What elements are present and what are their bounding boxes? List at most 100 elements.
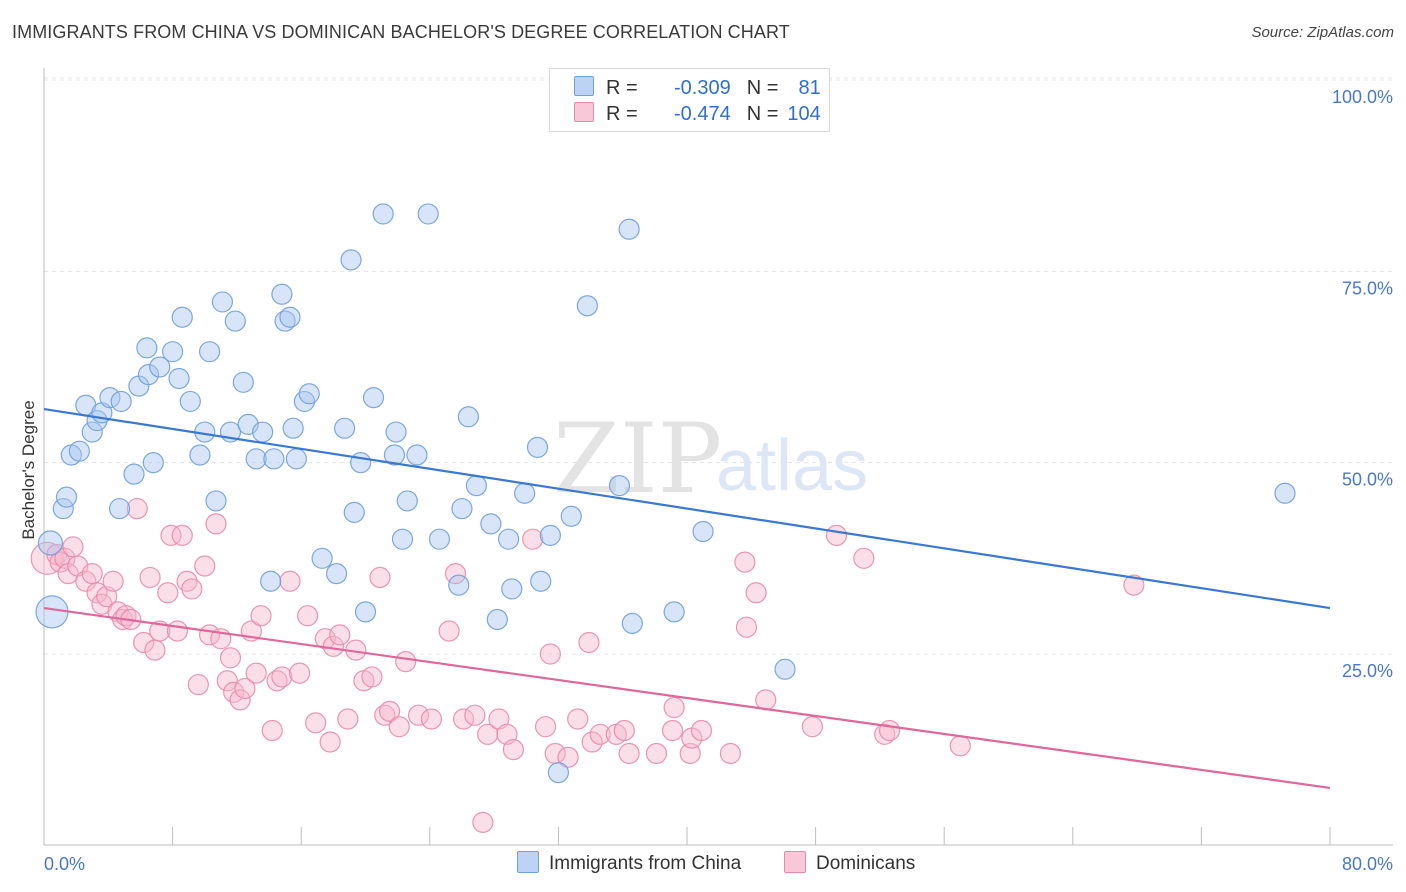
dominicans-point-23 bbox=[160, 524, 182, 546]
dominicans-point-77 bbox=[567, 708, 589, 730]
china-point-26 bbox=[205, 490, 227, 512]
china-point-46 bbox=[340, 249, 362, 271]
china-point-5 bbox=[68, 440, 90, 462]
china-point-44 bbox=[325, 563, 348, 585]
china-point-45 bbox=[334, 417, 356, 439]
dominicans-point-76 bbox=[557, 746, 579, 768]
dominicans-point-60 bbox=[395, 651, 417, 673]
dominicans-point-93 bbox=[745, 582, 767, 604]
gridlines bbox=[44, 77, 1393, 655]
china-point-13 bbox=[123, 463, 145, 485]
china-point-56 bbox=[406, 444, 428, 466]
dominicans-point-79 bbox=[581, 731, 603, 753]
dominicans-point-33 bbox=[216, 670, 238, 692]
china-point-39 bbox=[282, 417, 304, 439]
legend-row-dominicans: R = -0.474 N = 104 bbox=[574, 102, 821, 126]
china-point-57 bbox=[417, 203, 439, 225]
china-point-59 bbox=[448, 574, 470, 596]
dominicans-point-29 bbox=[194, 555, 216, 577]
dominicans-point-62 bbox=[420, 708, 443, 730]
dominicans-point-27 bbox=[181, 578, 203, 600]
dominicans-point-90 bbox=[719, 742, 742, 765]
y-axis-label: Bachelor's Degree bbox=[19, 400, 38, 539]
china-point-54 bbox=[391, 528, 414, 550]
bottom-legend-dominicans-swatch bbox=[784, 851, 806, 873]
china-trendline bbox=[43, 407, 1331, 610]
china-point-78 bbox=[692, 520, 714, 543]
dominicans-point-19 bbox=[139, 566, 161, 589]
dominicans-trendline bbox=[43, 606, 1331, 789]
legend-r-value-dominicans: -0.474 bbox=[674, 103, 731, 125]
legend-n-label-dominicans: N = bbox=[746, 103, 779, 125]
bottom-legend-china: Immigrants from China bbox=[517, 851, 741, 875]
dominicans-point-12 bbox=[102, 570, 124, 592]
china-point-12 bbox=[108, 497, 131, 520]
dominicans-point-63 bbox=[438, 620, 460, 642]
dominicans-point-73 bbox=[534, 716, 557, 738]
dominicans-point-25 bbox=[171, 524, 193, 546]
dominicans-point-95 bbox=[801, 716, 823, 738]
china-point-15 bbox=[137, 364, 160, 386]
china-point-30 bbox=[232, 371, 254, 393]
china-point-48 bbox=[350, 452, 372, 474]
legend-n-label-china: N = bbox=[746, 77, 779, 99]
china-point-52 bbox=[383, 444, 406, 466]
legend-row-china: R = -0.309 N = 81 bbox=[574, 76, 821, 100]
china-point-19 bbox=[162, 341, 184, 363]
china-swatch bbox=[574, 76, 594, 96]
correlation-legend: R = -0.309 N = 81 R = -0.474 N = 104 bbox=[549, 68, 830, 132]
trendlines bbox=[43, 407, 1331, 789]
china-point-25 bbox=[198, 341, 221, 363]
dominicans-point-40 bbox=[250, 605, 272, 627]
legend-n-value-dominicans: 104 bbox=[787, 103, 821, 125]
y-tick-label-3: 100.0% bbox=[1332, 87, 1393, 107]
dominicans-point-52 bbox=[337, 708, 359, 730]
dominicans-point-28 bbox=[187, 673, 209, 696]
dominicans-point-5 bbox=[62, 536, 84, 558]
china-point-73 bbox=[576, 295, 598, 317]
china-point-60 bbox=[451, 497, 473, 520]
china-point-47 bbox=[343, 501, 365, 523]
china-point-17 bbox=[149, 356, 171, 378]
watermark-atlas: atlas bbox=[716, 426, 868, 506]
china-point-49 bbox=[354, 601, 377, 623]
china-point-23 bbox=[189, 444, 211, 466]
dominicans-point-66 bbox=[464, 704, 486, 726]
china-point-38 bbox=[279, 306, 301, 328]
dominicans-point-22 bbox=[157, 582, 179, 604]
dominicans-point-20 bbox=[144, 639, 166, 661]
chart-title: IMMIGRANTS FROM CHINA VS DOMINICAN BACHE… bbox=[12, 22, 790, 42]
dominicans-point-17 bbox=[126, 497, 148, 520]
dominicans-point-44 bbox=[279, 570, 301, 592]
china-point-29 bbox=[224, 310, 246, 332]
dominicans-point-56 bbox=[369, 566, 391, 589]
dominicans-point-41 bbox=[261, 719, 283, 742]
china-point-53 bbox=[385, 421, 407, 443]
bottom-legend-china-label: Immigrants from China bbox=[549, 853, 742, 874]
legend-n-value-china: 81 bbox=[798, 77, 821, 99]
dominicans-point-51 bbox=[329, 624, 351, 646]
china-point-36 bbox=[271, 283, 293, 305]
dominicans-point-85 bbox=[661, 719, 684, 742]
dominicans-point-47 bbox=[305, 712, 327, 734]
dominicans-point-71 bbox=[502, 739, 524, 761]
dominicans-point-72 bbox=[522, 528, 544, 550]
legend-r-label-china: R = bbox=[606, 77, 638, 99]
dominicans-point-67 bbox=[472, 811, 494, 833]
china-point-68 bbox=[526, 436, 549, 458]
china-point-10 bbox=[99, 386, 121, 409]
dominicans-point-34 bbox=[219, 647, 242, 669]
dominicans-point-58 bbox=[379, 700, 401, 722]
china-point-50 bbox=[362, 386, 385, 409]
china-point-63 bbox=[480, 513, 502, 535]
china-point-18 bbox=[136, 337, 158, 359]
china-point-75 bbox=[618, 218, 640, 240]
dominicans-swatch bbox=[574, 102, 594, 122]
dominicans-point-36 bbox=[229, 689, 251, 711]
china-point-0 bbox=[37, 530, 64, 556]
china-point-42 bbox=[298, 383, 320, 405]
dominicans-point-84 bbox=[645, 742, 668, 765]
china-point-22 bbox=[179, 390, 201, 413]
china-point-20 bbox=[168, 367, 190, 390]
